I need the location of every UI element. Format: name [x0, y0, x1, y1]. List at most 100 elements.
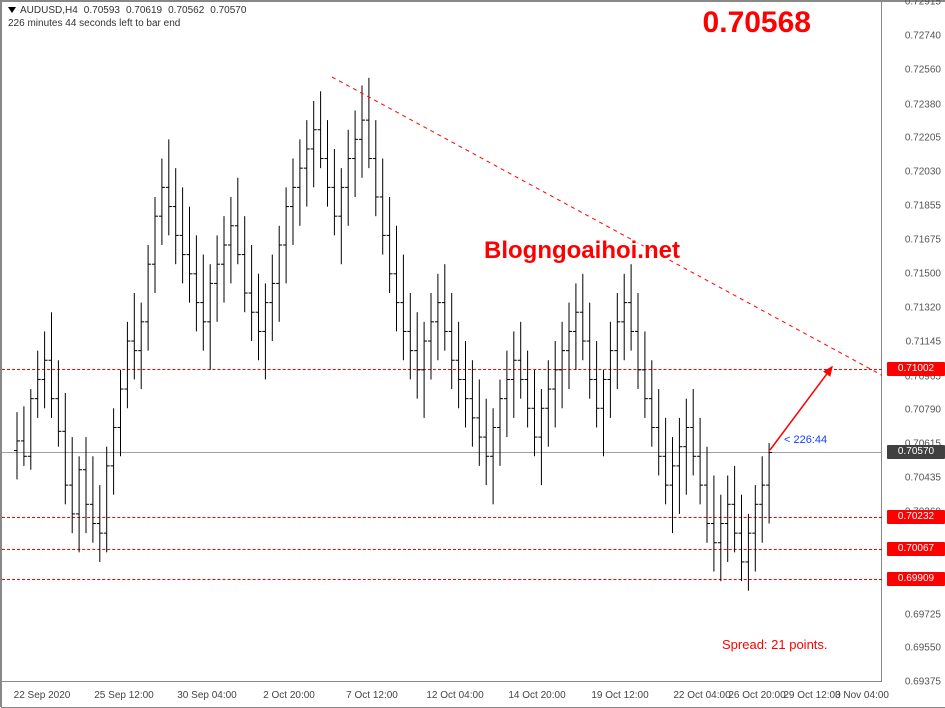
- bar-countdown-info: 226 minutes 44 seconds left to bar end: [8, 18, 252, 29]
- x-tick: 30 Sep 04:00: [177, 690, 237, 701]
- ohlc-bar: [497, 379, 503, 465]
- ohlc-bar: [718, 495, 724, 581]
- ohlc-bar: [511, 331, 517, 417]
- ohlc-h: 0.70619: [126, 5, 162, 16]
- ohlc-bar: [180, 187, 186, 283]
- x-tick: 14 Oct 20:00: [508, 690, 565, 701]
- x-tick: 3 Nov 04:00: [835, 690, 889, 701]
- ohlc-bar: [697, 418, 703, 504]
- y-tick: 0.69725: [905, 609, 941, 620]
- ohlc-bar: [90, 456, 96, 542]
- ohlc-bar: [159, 159, 165, 245]
- current-price-marker: 0.70570: [887, 445, 945, 459]
- ohlc-bar: [35, 351, 41, 418]
- ohlc-bar: [42, 331, 48, 408]
- ohlc-bar: [532, 370, 538, 456]
- ohlc-bar: [449, 293, 455, 389]
- ohlc-bar: [311, 101, 317, 187]
- y-tick: 0.72030: [905, 167, 941, 178]
- y-tick: 0.69550: [905, 643, 941, 654]
- ohlc-bar: [352, 111, 358, 197]
- ohlc-bar: [28, 389, 34, 470]
- ohlc-bar: [283, 187, 289, 283]
- ohlc-bar: [338, 168, 344, 264]
- ohlc-l: 0.70562: [168, 5, 204, 16]
- ohlc-bar: [704, 447, 710, 543]
- x-tick: 7 Oct 12:00: [346, 690, 398, 701]
- ohlc-bar: [256, 274, 262, 360]
- ohlc-bar: [373, 120, 379, 216]
- y-tick: 0.72740: [905, 30, 941, 41]
- ohlc-bar: [76, 456, 82, 552]
- ohlc-bar: [290, 159, 296, 245]
- ohlc-bar: [131, 293, 137, 379]
- ohlc-bar: [269, 255, 275, 341]
- ohlc-bar: [463, 341, 469, 427]
- ohlc-bar: [21, 406, 27, 466]
- ohlc-bar: [683, 399, 689, 495]
- ohlc-bar: [759, 456, 765, 542]
- ohlc-bar: [55, 360, 61, 446]
- ohlc-bar: [552, 341, 558, 427]
- ohlc-bar: [428, 293, 434, 379]
- spread-label: Spread: 21 points.: [722, 637, 828, 652]
- chart-header: AUDUSD,H40.705930.706190.705620.70570 22…: [8, 5, 252, 29]
- ohlc-bar: [469, 360, 475, 446]
- x-axis: 22 Sep 202025 Sep 12:0030 Sep 04:002 Oct…: [2, 682, 882, 707]
- ohlc-bar: [345, 130, 351, 226]
- y-axis: 0.729150.727400.725600.723800.722050.720…: [882, 2, 945, 682]
- y-tick: 0.72380: [905, 99, 941, 110]
- ohlc-bar: [207, 264, 213, 370]
- ohlc-bar: [304, 120, 310, 206]
- ohlc-bar: [594, 341, 600, 427]
- ohlc-bar: [152, 197, 158, 293]
- ohlc-bar: [656, 389, 662, 475]
- ohlc-bar: [173, 168, 179, 264]
- ohlc-bar: [642, 331, 648, 417]
- ohlc-bar: [670, 437, 676, 533]
- y-tick: 0.71320: [905, 303, 941, 314]
- ohlc-bar: [394, 226, 400, 332]
- ohlc-bar: [435, 274, 441, 360]
- ohlc-bar: [387, 197, 393, 293]
- x-tick: 2 Oct 20:00: [263, 690, 315, 701]
- ohlc-bar: [614, 293, 620, 389]
- y-tick: 0.71145: [906, 337, 941, 348]
- ohlc-bar: [138, 303, 144, 389]
- ohlc-bar: [745, 514, 751, 591]
- ohlc-bar: [83, 437, 89, 533]
- ohlc-bar: [587, 303, 593, 399]
- ohlc-bar: [766, 443, 772, 523]
- x-tick: 22 Oct 04:00: [673, 690, 730, 701]
- y-tick: 0.69375: [905, 677, 941, 688]
- ohlc-bar: [221, 216, 227, 302]
- ohlc-bar: [690, 389, 696, 475]
- ohlc-bar: [14, 412, 20, 479]
- ohlc-bar: [49, 312, 55, 418]
- level-price-marker: 0.70232: [887, 510, 945, 524]
- ohlc-o: 0.70593: [84, 5, 120, 16]
- ohlc-bar: [359, 86, 365, 178]
- ohlc-bar: [414, 312, 420, 398]
- ohlc-bar: [124, 322, 130, 408]
- ohlc-bar: [628, 264, 634, 350]
- ohlc-bar: [635, 293, 641, 389]
- ohlc-bar: [649, 360, 655, 446]
- price-chart-area[interactable]: AUDUSD,H40.705930.706190.705620.70570 22…: [2, 2, 882, 682]
- ohlc-bar: [518, 322, 524, 399]
- ohlc-bar: [193, 235, 199, 331]
- ohlc-bar: [601, 370, 607, 456]
- ohlc-bar: [104, 447, 110, 553]
- ohlc-bar: [621, 274, 627, 360]
- ohlc-bar: [297, 139, 303, 225]
- ohlc-bar: [725, 476, 731, 562]
- y-tick: 0.72205: [905, 133, 941, 144]
- ohlc-bar: [752, 485, 758, 571]
- ohlc-bar: [380, 159, 386, 255]
- ohlc-bar: [228, 197, 234, 283]
- ohlc-bar: [325, 120, 331, 206]
- ohlc-bar: [490, 408, 496, 504]
- ohlc-bar: [407, 293, 413, 379]
- ohlc-bar: [187, 207, 193, 303]
- ohlc-bar: [262, 283, 268, 379]
